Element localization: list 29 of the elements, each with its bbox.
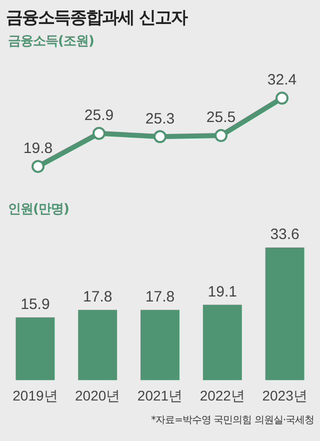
- data-label: 19.1: [208, 283, 237, 300]
- point: [276, 92, 288, 105]
- data-label: 25.3: [145, 110, 175, 128]
- point: [32, 160, 44, 173]
- data-label: 32.4: [267, 72, 297, 89]
- data-label: 15.9: [20, 296, 50, 314]
- point: [154, 130, 166, 144]
- bar: [16, 317, 55, 380]
- x-tick-label: 2022년: [200, 387, 245, 404]
- data-label: 33.6: [270, 226, 300, 244]
- bar: [78, 310, 118, 380]
- chart-title: 금융소득종합과세 신고자: [5, 7, 188, 30]
- data-label: 17.8: [145, 288, 175, 306]
- x-tick-label: 2021년: [137, 387, 183, 404]
- point: [92, 126, 106, 140]
- bar: [202, 304, 242, 380]
- x-tick-label: 2023년: [262, 387, 308, 404]
- data-label: 25.5: [206, 109, 236, 126]
- chart-title: 인원(만명): [7, 201, 70, 218]
- x-tick-label: 2020년: [75, 387, 120, 404]
- bar: [265, 248, 304, 380]
- text: *자료=박수영 국민의힘 의원실·국세청: [150, 414, 315, 427]
- data-label: 25.9: [84, 107, 114, 124]
- x-tick-label: 2019년: [12, 387, 58, 404]
- bar: [140, 310, 180, 380]
- point: [214, 129, 228, 142]
- data-label: 17.8: [83, 288, 112, 306]
- chart-subtitle: 금융소득(조원): [7, 33, 95, 50]
- data-label: 19.8: [23, 140, 53, 158]
